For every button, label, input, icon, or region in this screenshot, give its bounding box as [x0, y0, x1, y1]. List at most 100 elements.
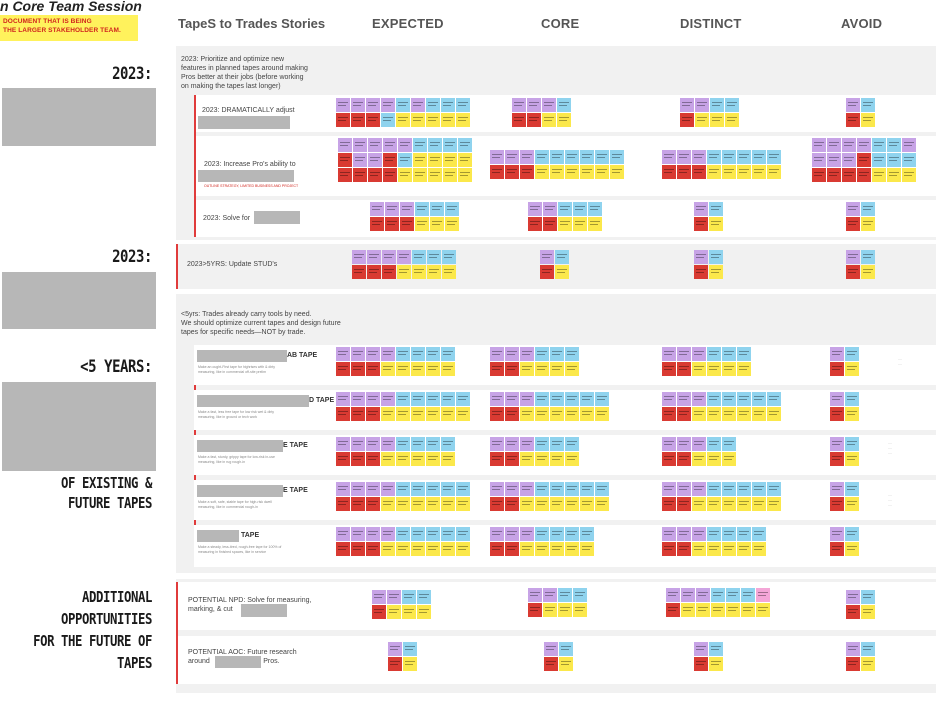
- sticky-note[interactable]: [677, 407, 691, 421]
- sticky-note[interactable]: [396, 362, 410, 376]
- sticky-note[interactable]: [707, 452, 721, 466]
- sticky-note[interactable]: [426, 482, 440, 496]
- sticky-note[interactable]: [368, 153, 382, 167]
- sticky-note[interactable]: [846, 265, 860, 279]
- sticky-note[interactable]: [696, 603, 710, 617]
- sticky-note[interactable]: [550, 497, 564, 511]
- sticky-note[interactable]: [557, 98, 571, 112]
- sticky-note[interactable]: [456, 113, 470, 127]
- sticky-note[interactable]: [830, 362, 844, 376]
- sticky-note[interactable]: [692, 497, 706, 511]
- sticky-note[interactable]: [902, 138, 916, 152]
- sticky-note[interactable]: [595, 165, 609, 179]
- sticky-note[interactable]: [535, 452, 549, 466]
- sticky-note[interactable]: [543, 603, 557, 617]
- sticky-note[interactable]: [426, 437, 440, 451]
- sticky-note[interactable]: [861, 250, 875, 264]
- sticky-note[interactable]: [535, 527, 549, 541]
- sticky-note[interactable]: [830, 452, 844, 466]
- sticky-note[interactable]: [520, 452, 534, 466]
- sticky-note[interactable]: [857, 153, 871, 167]
- sticky-note[interactable]: [677, 497, 691, 511]
- sticky-note[interactable]: [490, 452, 504, 466]
- sticky-note[interactable]: [535, 437, 549, 451]
- sticky-note[interactable]: [722, 165, 736, 179]
- sticky-note[interactable]: [381, 437, 395, 451]
- sticky-note[interactable]: [520, 482, 534, 496]
- sticky-note[interactable]: [565, 527, 579, 541]
- sticky-note[interactable]: [520, 497, 534, 511]
- sticky-note[interactable]: [336, 113, 350, 127]
- sticky-note[interactable]: [458, 138, 472, 152]
- sticky-note[interactable]: [662, 392, 676, 406]
- sticky-note[interactable]: [830, 497, 844, 511]
- sticky-note[interactable]: [544, 642, 558, 656]
- sticky-cluster[interactable]: [830, 347, 860, 376]
- sticky-note[interactable]: [490, 362, 504, 376]
- sticky-note[interactable]: [709, 250, 723, 264]
- sticky-note[interactable]: [351, 347, 365, 361]
- sticky-cluster[interactable]: [370, 202, 460, 231]
- sticky-note[interactable]: [845, 392, 859, 406]
- sticky-note[interactable]: [830, 527, 844, 541]
- sticky-note[interactable]: [535, 407, 549, 421]
- sticky-note[interactable]: [396, 497, 410, 511]
- sticky-note[interactable]: [595, 392, 609, 406]
- sticky-cluster[interactable]: [372, 590, 432, 619]
- sticky-note[interactable]: [338, 168, 352, 182]
- sticky-note[interactable]: [722, 452, 736, 466]
- sticky-note[interactable]: [381, 527, 395, 541]
- sticky-note[interactable]: [557, 113, 571, 127]
- sticky-note[interactable]: [692, 362, 706, 376]
- sticky-note[interactable]: [351, 452, 365, 466]
- sticky-note[interactable]: [398, 168, 412, 182]
- sticky-note[interactable]: [709, 642, 723, 656]
- sticky-note[interactable]: [396, 542, 410, 556]
- sticky-note[interactable]: [812, 153, 826, 167]
- sticky-note[interactable]: [411, 392, 425, 406]
- sticky-note[interactable]: [677, 347, 691, 361]
- sticky-note[interactable]: [887, 138, 901, 152]
- sticky-note[interactable]: [696, 588, 710, 602]
- sticky-note[interactable]: [352, 250, 366, 264]
- sticky-note[interactable]: [662, 482, 676, 496]
- sticky-note[interactable]: [752, 392, 766, 406]
- sticky-note[interactable]: [845, 407, 859, 421]
- sticky-note[interactable]: [722, 482, 736, 496]
- sticky-note[interactable]: [662, 347, 676, 361]
- sticky-note[interactable]: [336, 497, 350, 511]
- sticky-note[interactable]: [677, 437, 691, 451]
- sticky-note[interactable]: [443, 138, 457, 152]
- sticky-note[interactable]: [846, 113, 860, 127]
- sticky-note[interactable]: [677, 362, 691, 376]
- sticky-note[interactable]: [505, 165, 519, 179]
- sticky-note[interactable]: [441, 392, 455, 406]
- sticky-note[interactable]: [830, 482, 844, 496]
- sticky-note[interactable]: [722, 347, 736, 361]
- sticky-note[interactable]: [528, 588, 542, 602]
- sticky-note[interactable]: [505, 392, 519, 406]
- sticky-note[interactable]: [692, 482, 706, 496]
- sticky-note[interactable]: [441, 482, 455, 496]
- sticky-note[interactable]: [520, 437, 534, 451]
- sticky-note[interactable]: [573, 588, 587, 602]
- sticky-note[interactable]: [694, 250, 708, 264]
- sticky-note[interactable]: [411, 482, 425, 496]
- sticky-note[interactable]: [846, 250, 860, 264]
- sticky-note[interactable]: [827, 168, 841, 182]
- sticky-note[interactable]: [872, 153, 886, 167]
- sticky-note[interactable]: [441, 497, 455, 511]
- sticky-note[interactable]: [445, 217, 459, 231]
- sticky-note[interactable]: [737, 527, 751, 541]
- sticky-note[interactable]: [527, 113, 541, 127]
- sticky-note[interactable]: [550, 542, 564, 556]
- sticky-note[interactable]: [812, 168, 826, 182]
- sticky-note[interactable]: [528, 603, 542, 617]
- sticky-note[interactable]: [610, 165, 624, 179]
- sticky-note[interactable]: [565, 362, 579, 376]
- sticky-note[interactable]: [381, 452, 395, 466]
- sticky-note[interactable]: [767, 150, 781, 164]
- sticky-note[interactable]: [426, 497, 440, 511]
- sticky-note[interactable]: [550, 482, 564, 496]
- sticky-note[interactable]: [338, 153, 352, 167]
